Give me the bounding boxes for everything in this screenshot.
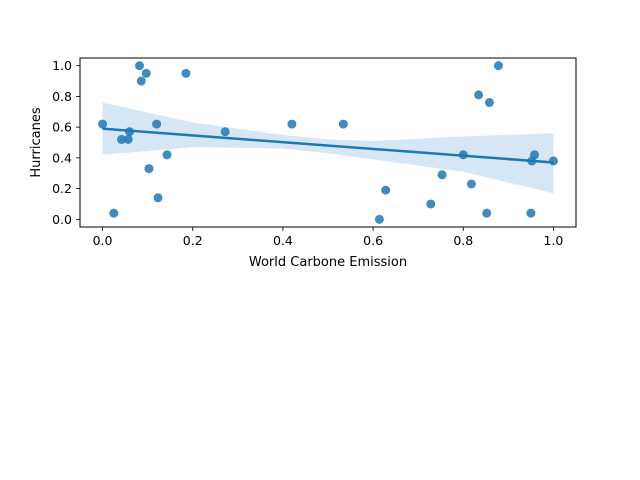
data-point bbox=[125, 127, 135, 137]
regression-line bbox=[102, 127, 554, 164]
data-point bbox=[123, 134, 133, 144]
data-point bbox=[374, 214, 384, 224]
data-point bbox=[116, 134, 126, 144]
x-tick-label: 0.8 bbox=[453, 233, 473, 248]
y-axis-label: Hurricanes bbox=[29, 107, 44, 177]
data-point bbox=[526, 208, 536, 218]
x-tick-label: 1.0 bbox=[544, 233, 564, 248]
data-point bbox=[493, 61, 503, 71]
data-point bbox=[153, 193, 163, 203]
x-tick-label: 0.6 bbox=[363, 233, 383, 248]
data-point bbox=[162, 150, 172, 160]
data-point bbox=[152, 119, 162, 129]
data-point bbox=[484, 98, 494, 108]
y-tick-label: 0.0 bbox=[52, 212, 72, 227]
y-tick-label: 0.2 bbox=[52, 181, 72, 196]
data-point bbox=[144, 164, 154, 174]
x-tick-label: 0.0 bbox=[93, 233, 113, 248]
data-point bbox=[530, 150, 540, 160]
data-point bbox=[474, 90, 484, 100]
data-point bbox=[338, 119, 348, 129]
data-point bbox=[98, 119, 108, 129]
x-tick-label: 0.2 bbox=[183, 233, 203, 248]
y-tick-label: 0.6 bbox=[52, 120, 72, 135]
confidence-band bbox=[102, 102, 554, 194]
data-point bbox=[437, 170, 447, 180]
data-point bbox=[548, 156, 558, 166]
y-axis-ticks: 0.0 0.2 0.4 0.6 0.8 1.0 bbox=[52, 58, 80, 227]
data-point bbox=[141, 68, 151, 78]
data-point bbox=[136, 76, 146, 86]
x-tick-label: 0.4 bbox=[273, 233, 293, 248]
data-point bbox=[181, 68, 191, 78]
data-point bbox=[220, 127, 230, 137]
data-point bbox=[482, 208, 492, 218]
data-point bbox=[426, 199, 436, 209]
regression-line-layer bbox=[102, 127, 554, 164]
data-point bbox=[458, 150, 468, 160]
data-point bbox=[135, 61, 145, 71]
data-points-layer bbox=[98, 61, 558, 224]
y-tick-label: 0.8 bbox=[52, 89, 72, 104]
y-tick-label: 1.0 bbox=[52, 58, 72, 73]
confidence-band-layer bbox=[102, 102, 554, 194]
x-axis-label: World Carbone Emission bbox=[249, 255, 407, 270]
data-point bbox=[287, 119, 297, 129]
data-point bbox=[109, 208, 119, 218]
data-point bbox=[381, 185, 391, 195]
plot-frame bbox=[79, 57, 577, 228]
y-tick-label: 0.4 bbox=[52, 150, 72, 165]
data-point bbox=[466, 179, 476, 189]
x-axis-ticks: 0.0 0.2 0.4 0.6 0.8 1.0 bbox=[93, 227, 564, 248]
